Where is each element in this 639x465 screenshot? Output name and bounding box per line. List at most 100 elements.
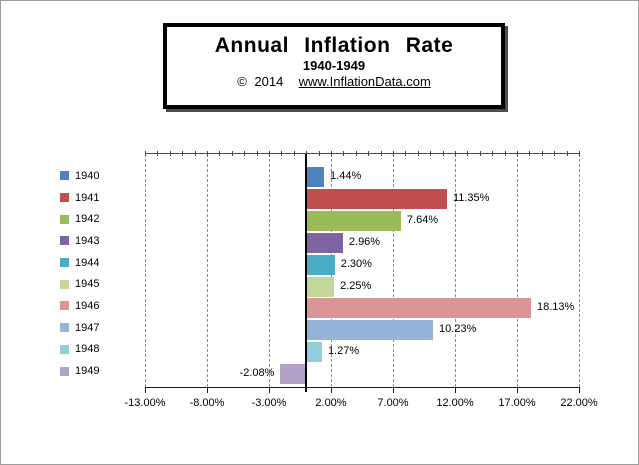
legend: 1940 1941 1942 1943 1944 1945 1946 1947 1948 1949: [60, 165, 99, 382]
minor-tick: [467, 151, 469, 156]
copyright-line: © 2014 www.InflationData.com: [167, 74, 501, 90]
minor-tick: [455, 151, 456, 156]
bar-1949: [280, 364, 307, 385]
legend-item-1943: 1943: [60, 230, 99, 252]
minor-tick: [157, 151, 159, 156]
inflationdata-link[interactable]: www.InflationData.com: [298, 74, 431, 89]
x-tick-label: 7.00%: [377, 397, 409, 409]
bar-label: 11.35%: [452, 191, 490, 204]
gridline: [579, 154, 580, 387]
gridline: [207, 154, 208, 387]
legend-swatch: [60, 279, 69, 289]
minor-tick: [517, 151, 518, 156]
legend-item-1942: 1942: [60, 208, 99, 230]
bar-label: 10.23%: [439, 323, 477, 336]
chart-subtitle: 1940-1949: [302, 58, 366, 73]
legend-label: 1944: [75, 256, 100, 269]
minor-tick: [244, 151, 246, 156]
legend-label: 1946: [75, 299, 100, 312]
x-axis-tick: [579, 387, 580, 393]
minor-tick: [343, 151, 345, 156]
gridline: [145, 154, 146, 387]
legend-swatch: [60, 193, 69, 203]
minor-tick: [293, 151, 295, 156]
legend-label: 1943: [75, 234, 100, 247]
minor-tick: [479, 151, 481, 156]
minor-tick: [269, 151, 270, 156]
legend-item-1946: 1946: [60, 295, 99, 317]
title-box: Annual Inflation Rate 1940-1949 © 2014 w…: [163, 23, 505, 109]
x-tick-label: -13.00%: [124, 397, 166, 409]
x-axis-tick: [145, 387, 146, 393]
bar-1941: [306, 188, 447, 209]
legend-swatch: [60, 171, 69, 181]
minor-tick: [579, 151, 580, 156]
x-axis-tick: [207, 387, 208, 393]
bar-1944: [306, 254, 335, 275]
minor-tick: [541, 151, 543, 156]
x-tick-label: -3.00%: [251, 397, 287, 409]
minor-tick: [442, 151, 444, 156]
gridline: [269, 154, 270, 387]
bar-label: 2.96%: [348, 235, 381, 248]
x-axis-tick: [393, 387, 394, 393]
minor-tick: [331, 151, 332, 156]
bar-label: 1.44%: [330, 170, 362, 182]
gridline: [455, 154, 456, 387]
x-axis-tick: [455, 387, 456, 393]
legend-item-1940: 1940: [60, 165, 99, 187]
minor-tick: [231, 151, 233, 156]
legend-item-1945: 1945: [60, 273, 99, 295]
minor-tick: [145, 151, 146, 156]
legend-swatch: [60, 258, 69, 268]
legend-swatch: [60, 366, 69, 376]
bar-1948: [306, 342, 322, 363]
minor-tick: [219, 151, 221, 156]
minor-tick: [529, 151, 531, 156]
legend-swatch: [60, 214, 69, 224]
minor-tick: [169, 151, 171, 156]
legend-label: 1947: [75, 321, 100, 334]
minor-tick: [554, 151, 556, 156]
minor-tick: [405, 151, 407, 156]
bar-label: 18.13%: [537, 301, 575, 314]
x-tick-label: 17.00%: [498, 397, 536, 409]
plot-area: 1.44% 11.35% 7.64% 2.96% 2.30% 2.25% 18.13% 10.…: [125, 151, 598, 409]
x-axis: [145, 387, 580, 388]
legend-label: 1949: [75, 365, 100, 378]
x-axis-tick: [517, 387, 518, 393]
legend-swatch: [60, 236, 69, 246]
bar-label: 7.64%: [406, 213, 439, 226]
bar-1942: [306, 210, 401, 231]
legend-swatch: [60, 301, 69, 311]
minor-tick: [417, 151, 419, 156]
minor-tick: [380, 151, 382, 156]
minor-tick: [318, 151, 320, 156]
x-tick-label: 12.00%: [436, 397, 474, 409]
minor-tick: [504, 151, 506, 156]
legend-item-1949: 1949: [60, 360, 99, 382]
legend-item-1948: 1948: [60, 339, 99, 361]
legend-label: 1945: [75, 278, 100, 291]
minor-tick: [393, 151, 394, 156]
legend-item-1941: 1941: [60, 187, 99, 209]
x-axis-tick: [331, 387, 332, 393]
gridline: [517, 154, 518, 387]
bar-label: 2.30%: [340, 257, 372, 270]
legend-item-1947: 1947: [60, 317, 99, 339]
legend-label: 1941: [75, 191, 100, 204]
minor-tick: [355, 151, 357, 156]
minor-tick: [492, 151, 494, 156]
bar-1940: [306, 167, 325, 187]
bar-label: 1.27%: [327, 345, 360, 358]
legend-swatch: [60, 344, 69, 354]
zero-line: [305, 154, 308, 392]
bar-label: -2.08%: [239, 367, 275, 380]
legend-swatch: [60, 323, 69, 333]
legend-label: 1940: [75, 169, 100, 182]
copyright-text: © 2014: [237, 74, 284, 89]
legend-label: 1948: [75, 343, 100, 356]
minor-tick: [194, 151, 196, 156]
minor-tick: [182, 151, 184, 156]
minor-tick: [368, 151, 370, 156]
